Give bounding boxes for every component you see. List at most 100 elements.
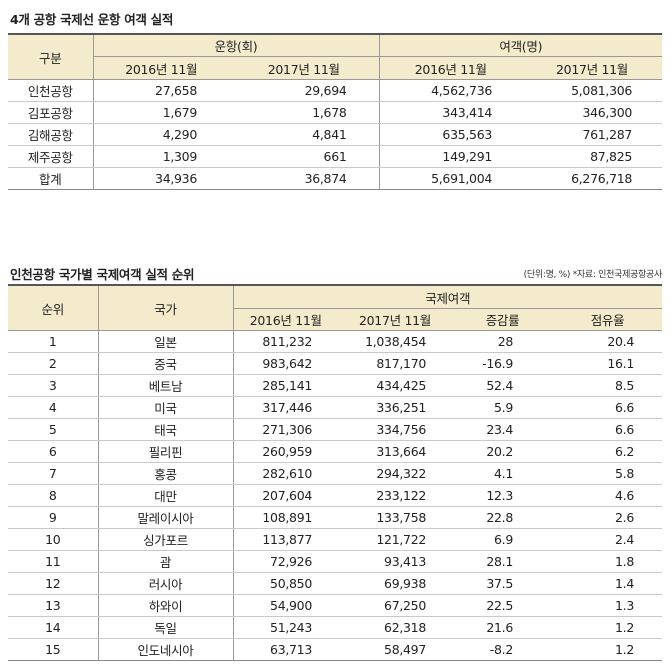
- table-cell: 4,562,736: [379, 79, 523, 102]
- table-row: 4 미국 317,446 336,251 5.9 6.6: [8, 396, 662, 419]
- table-cell: 6.6: [553, 396, 662, 419]
- table-cell: 811,232: [233, 330, 338, 353]
- table-cell: 294,322: [338, 462, 452, 485]
- header-share: 점유율: [553, 308, 662, 331]
- table-cell: 1,679: [93, 101, 229, 124]
- airport-name: 김포공항: [8, 101, 94, 124]
- table-row: 인천공항 27,658 29,694 4,562,736 5,081,306: [8, 79, 663, 102]
- table-cell: 113,877: [233, 528, 338, 551]
- airport-name: 제주공항: [8, 145, 94, 168]
- table-cell: 63,713: [270, 642, 312, 657]
- table-cell: 72,926: [233, 550, 338, 573]
- table-cell: 761,287: [522, 123, 663, 146]
- rank-cell: 10: [8, 528, 99, 551]
- table-cell: 37.5: [452, 572, 553, 595]
- table-cell: 983,642: [233, 352, 338, 375]
- table-row: 제주공항 1,309 661 149,291 87,825: [8, 145, 663, 168]
- table-cell: 1,678: [229, 101, 380, 124]
- table-row: 6 필리핀 260,959 313,664 20.2 6.2: [8, 440, 662, 463]
- table-cell: 28: [452, 330, 553, 353]
- table-cell: 20.4: [553, 330, 662, 353]
- rank-cell: 2: [8, 352, 99, 375]
- table-cell: 336,251: [338, 396, 452, 419]
- rank-cell: 5: [8, 418, 99, 441]
- rank-cell: 13: [8, 594, 99, 617]
- table2-title: 인천공항 국가별 국제여객 실적 순위: [10, 267, 195, 282]
- header-2016: 2016년 11월: [233, 308, 338, 331]
- table-cell: 282,610: [233, 462, 338, 485]
- table-cell: 5,081,306: [522, 79, 663, 102]
- country-cell: 괌: [98, 550, 234, 573]
- table-cell: 6.2: [553, 440, 662, 463]
- table2-body: 1 일본 811,232 1,038,454 28 20.4 2 중국 983,642 817,1…: [8, 330, 662, 661]
- country-cell: 말레이시아: [98, 506, 234, 529]
- table-cell: 34,936: [155, 171, 197, 186]
- rank-cell: 1: [8, 330, 99, 353]
- table-cell: 1,309: [93, 145, 229, 168]
- rank-cell: 15: [8, 638, 99, 661]
- table-row: 2 중국 983,642 817,170 -16.9 16.1: [8, 352, 662, 375]
- table-cell: 233,122: [338, 484, 452, 507]
- rank-cell: 7: [8, 462, 99, 485]
- table-row: 1 일본 811,232 1,038,454 28 20.4: [8, 330, 662, 353]
- header-passengers-2016: 2016년 11월: [379, 56, 523, 80]
- header-category: 구분: [8, 34, 94, 80]
- rank-cell: 4: [8, 396, 99, 419]
- table-cell: 16.1: [553, 352, 662, 375]
- table-cell: 50,850: [233, 572, 338, 595]
- table-cell: 93,413: [338, 550, 452, 573]
- table-cell: 6.6: [553, 418, 662, 441]
- table-cell: 1.2: [615, 642, 634, 657]
- table-cell: 346,300: [522, 101, 663, 124]
- country-passenger-ranking-table: 순위 국가 국제여객 2016년 11월 2017년 11월 증감률 점유율 1…: [8, 284, 662, 661]
- header-country: 국가: [98, 285, 234, 331]
- country-cell: 중국: [98, 352, 234, 375]
- rank-cell: 6: [8, 440, 99, 463]
- rank-cell: 8: [8, 484, 99, 507]
- table-cell: 1.4: [553, 572, 662, 595]
- header-intl-passengers: 국제여객: [233, 285, 662, 309]
- header-flights-2016: 2016년 11월: [93, 56, 229, 80]
- country-cell: 베트남: [98, 374, 234, 397]
- header-passengers-2017: 2017년 11월: [522, 56, 663, 80]
- table-cell: 23.4: [452, 418, 553, 441]
- table-cell: 67,250: [338, 594, 452, 617]
- table-cell: 4,290: [93, 123, 229, 146]
- rank-cell: 12: [8, 572, 99, 595]
- country-cell: 대만: [98, 484, 234, 507]
- table-cell: 661: [229, 145, 380, 168]
- table-cell: 817,170: [338, 352, 452, 375]
- header-flights-2017: 2017년 11월: [229, 56, 380, 80]
- table-row: 5 태국 271,306 334,756 23.4 6.6: [8, 418, 662, 441]
- table-cell: 343,414: [379, 101, 523, 124]
- table-row: 8 대만 207,604 233,122 12.3 4.6: [8, 484, 662, 507]
- table1-title: 4개 공항 국제선 운항 여객 실적: [10, 12, 174, 27]
- country-cell: 독일: [98, 616, 234, 639]
- airport-flights-passengers-table: 구분 운항(회) 여객(명) 2016년 11월 2017년 11월 2016년…: [8, 33, 663, 190]
- table-cell: 20.2: [452, 440, 553, 463]
- table-row: 김해공항 4,290 4,841 635,563 761,287: [8, 123, 663, 146]
- table-cell: 207,604: [233, 484, 338, 507]
- table-cell: 4.6: [553, 484, 662, 507]
- airport-name: 김해공항: [8, 123, 94, 146]
- country-cell: 필리핀: [98, 440, 234, 463]
- table-cell: 133,758: [338, 506, 452, 529]
- table-cell: 52.4: [452, 374, 553, 397]
- country-cell: 싱가포르: [98, 528, 234, 551]
- table-cell: 22.5: [452, 594, 553, 617]
- table-row: 10 싱가포르 113,877 121,722 6.9 2.4: [8, 528, 662, 551]
- table-cell: 29,694: [229, 79, 380, 102]
- table-cell: 22.8: [452, 506, 553, 529]
- table-cell: 260,959: [233, 440, 338, 463]
- table-cell: 8.5: [553, 374, 662, 397]
- table-cell: -16.9: [452, 352, 553, 375]
- header-flights: 운항(회): [93, 34, 380, 57]
- table-cell: 51,243: [233, 616, 338, 639]
- table-cell: 4.1: [452, 462, 553, 485]
- header-change-rate: 증감률: [452, 308, 553, 331]
- country-cell: 일본: [98, 330, 234, 353]
- table-cell: 5,691,004: [431, 171, 493, 186]
- table-cell: 317,446: [233, 396, 338, 419]
- rank-cell: 11: [8, 550, 99, 573]
- table-cell: 36,874: [229, 167, 380, 190]
